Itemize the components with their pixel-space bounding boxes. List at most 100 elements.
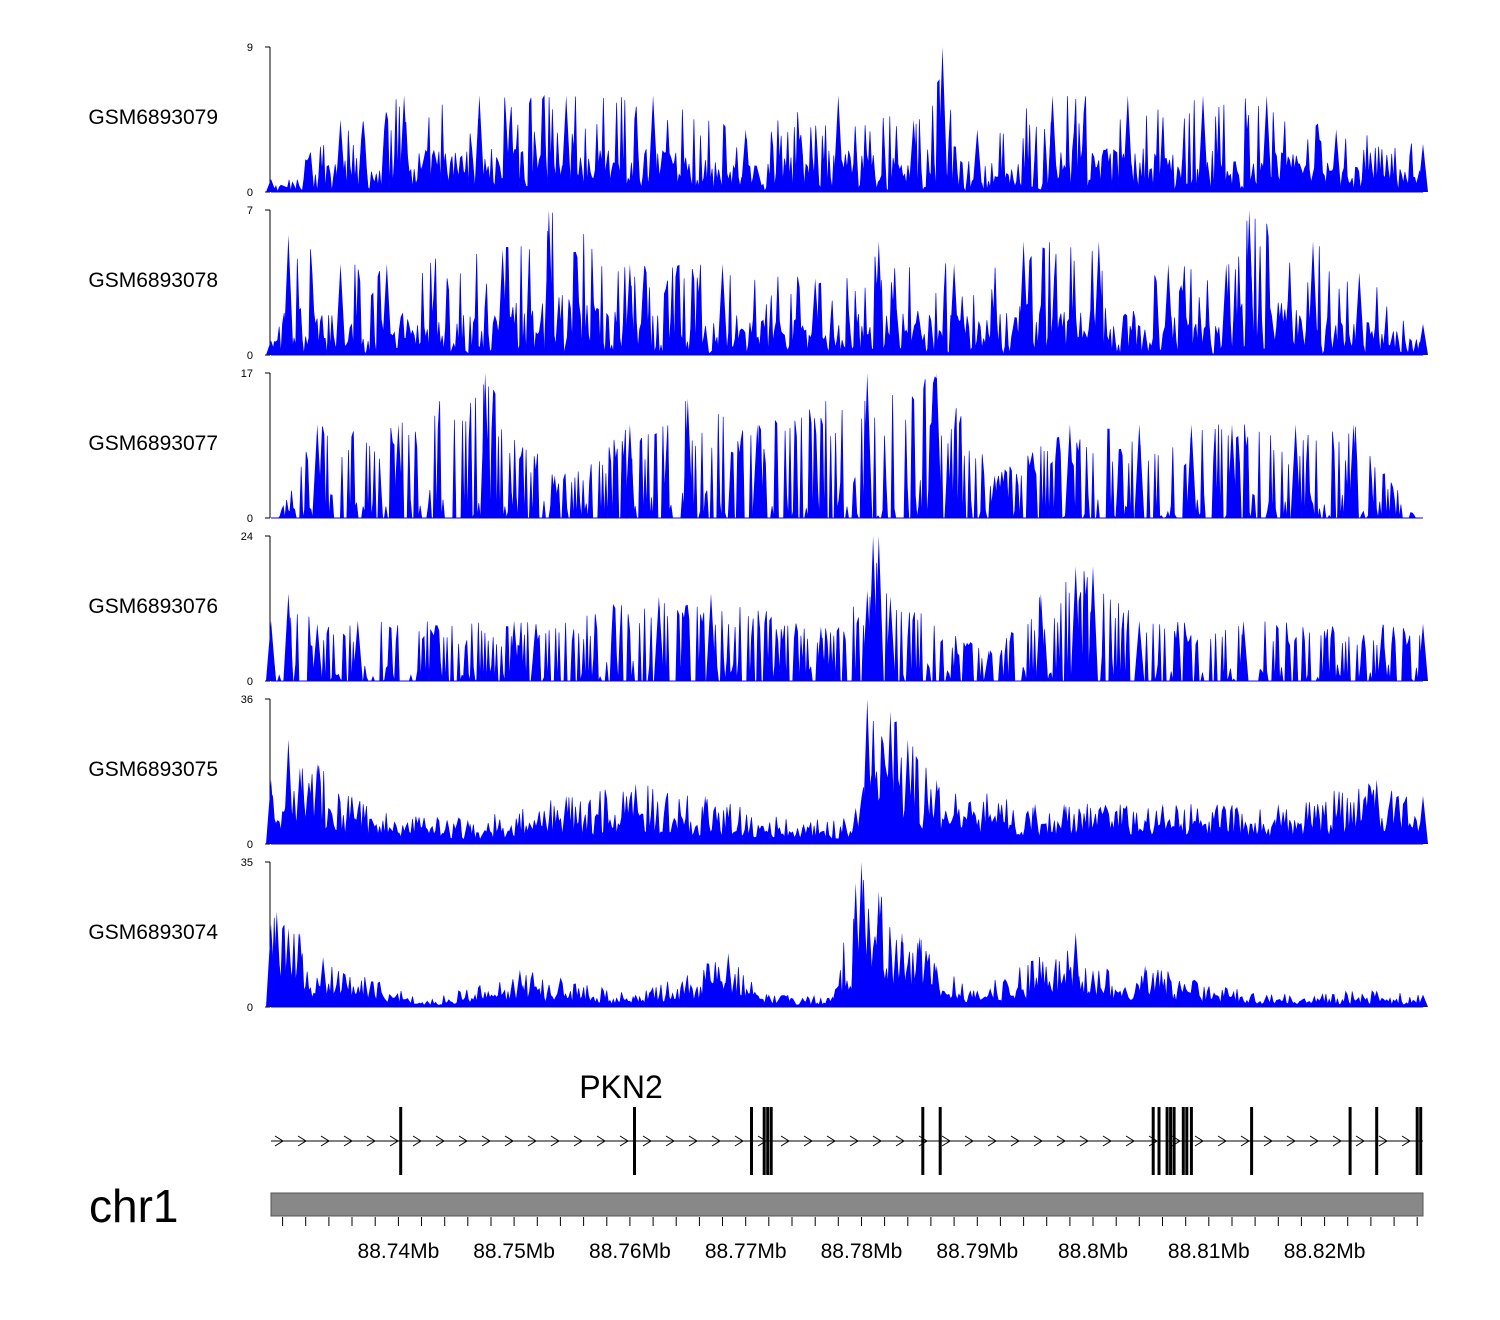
- coverage-peak: [862, 699, 873, 844]
- coverage-peak: [902, 739, 913, 844]
- coverage-area: [270, 79, 1424, 193]
- coverage-peak: [514, 969, 525, 1007]
- coverage-peak: [318, 957, 329, 1007]
- coverage-peak: [352, 620, 363, 681]
- strand-arrow: [665, 1135, 675, 1147]
- coverage-peak: [561, 95, 572, 192]
- strand-arrow: [895, 1135, 905, 1147]
- coverage-area: [270, 562, 1423, 683]
- coverage-peak: [283, 928, 294, 1007]
- coverage-peak: [266, 779, 276, 844]
- coverage-peak: [1059, 803, 1070, 844]
- coverage-peak: [1227, 424, 1237, 518]
- coverage-peak: [1371, 779, 1382, 844]
- strand-arrow: [780, 1135, 790, 1147]
- coverage-peak: [335, 119, 346, 192]
- coverage-peak: [856, 862, 867, 1007]
- chromosome-bar: [270, 1192, 1424, 1217]
- coverage-peak: [931, 779, 942, 844]
- coverage-peak: [335, 263, 346, 355]
- coverage-peak: [1244, 210, 1255, 355]
- track-label: GSM6893076: [88, 595, 218, 618]
- coverage-peak: [972, 990, 983, 1007]
- coverage-peak: [630, 783, 641, 844]
- exon-mark: [921, 1107, 925, 1175]
- y-tick-label-min: 0: [247, 187, 253, 199]
- coverage-peak: [312, 763, 323, 844]
- strand-arrow: [711, 1135, 721, 1147]
- exon-mark: [1181, 1107, 1185, 1175]
- exon-mark: [762, 1107, 766, 1175]
- coverage-peak: [723, 953, 734, 1007]
- coverage-peak: [1088, 969, 1098, 1007]
- coverage-peak: [1418, 623, 1428, 681]
- strand-arrow: [504, 1135, 514, 1147]
- coverage-peak: [1047, 95, 1058, 192]
- exon-mark: [399, 1107, 403, 1175]
- coverage-peak: [266, 340, 276, 355]
- exon-mark: [1419, 1107, 1423, 1175]
- x-tick-label: 88.77Mb: [705, 1240, 787, 1263]
- coverage-peak: [624, 263, 635, 355]
- coverage-peak: [1261, 994, 1272, 1007]
- strand-arrow: [320, 1135, 330, 1147]
- coverage-peak: [706, 593, 716, 681]
- coverage-peak: [1261, 95, 1272, 192]
- coverage-peak: [561, 795, 572, 844]
- coverage-peak: [885, 596, 896, 681]
- coverage-peak: [266, 620, 276, 681]
- strand-arrow: [1355, 1135, 1365, 1147]
- y-tick-label-min: 0: [247, 1002, 253, 1014]
- coverage-peak: [798, 823, 809, 844]
- coverage-peak: [1140, 965, 1151, 1007]
- coverage-area: [270, 879, 1424, 1008]
- coverage-peak: [543, 210, 554, 355]
- track-label: GSM6893078: [88, 269, 218, 292]
- exon-mark: [1185, 1107, 1189, 1175]
- coverage-peak: [347, 795, 357, 844]
- strand-arrow: [1263, 1135, 1273, 1147]
- coverage-peak: [393, 424, 404, 518]
- y-tick-label-max: 17: [241, 368, 253, 380]
- strand-arrow: [987, 1135, 997, 1147]
- coverage-peak: [1377, 623, 1388, 681]
- coverage-peak: [1331, 129, 1342, 192]
- track-GSM6893075: GSM6893075 36 0: [88, 694, 1428, 851]
- y-tick-label-max: 24: [241, 531, 253, 543]
- gene-track: PKN2: [271, 1069, 1423, 1175]
- exon-mark: [766, 1107, 770, 1175]
- coverage-peak: [1371, 990, 1382, 1007]
- coverage-peak: [422, 1000, 433, 1007]
- coverage-peak: [312, 424, 323, 518]
- coverage-peak: [1221, 263, 1232, 355]
- coverage-peak: [1418, 323, 1428, 355]
- coverage-peak: [549, 475, 560, 518]
- strand-arrow: [688, 1135, 698, 1147]
- strand-arrow: [872, 1135, 882, 1147]
- x-tick-label: 88.78Mb: [821, 1240, 903, 1263]
- x-tick-label: 88.79Mb: [936, 1240, 1018, 1263]
- coverage-peak: [1070, 566, 1081, 681]
- exon-mark: [1169, 1107, 1173, 1175]
- y-tick-label-max: 36: [241, 694, 253, 706]
- coverage-peak: [1418, 795, 1428, 844]
- y-tick-label-min: 0: [247, 350, 253, 362]
- coverage-peak: [509, 620, 520, 681]
- coverage-peak: [914, 936, 925, 1007]
- coverage-peak: [937, 47, 948, 192]
- coverage-area: [270, 720, 1424, 845]
- coverage-peak: [1134, 424, 1145, 518]
- strand-arrow: [964, 1135, 974, 1147]
- coverage-peak: [827, 996, 838, 1007]
- coverage-peak: [908, 119, 919, 192]
- strand-arrow: [343, 1135, 353, 1147]
- coverage-peak: [682, 398, 693, 518]
- coverage-peak: [1186, 424, 1197, 518]
- coverage-peak: [972, 129, 983, 192]
- exon-mark: [1348, 1107, 1352, 1175]
- exon-mark: [750, 1107, 753, 1175]
- strand-arrow: [1378, 1135, 1388, 1147]
- exon-mark: [1189, 1107, 1193, 1175]
- exon-mark: [1157, 1107, 1161, 1175]
- coverage-peak: [885, 711, 896, 844]
